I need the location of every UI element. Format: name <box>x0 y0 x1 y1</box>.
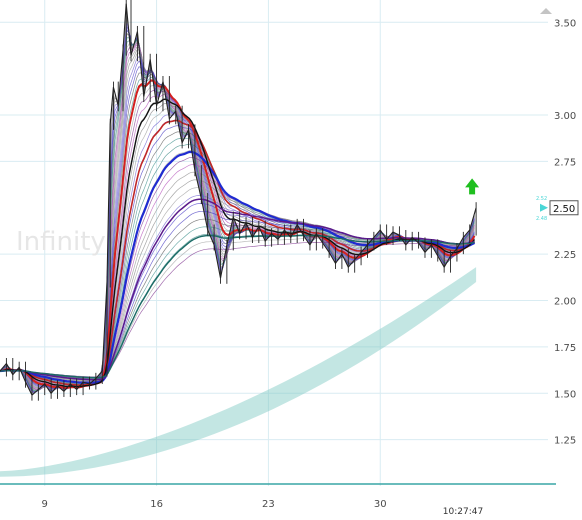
ribbon-line <box>0 150 475 384</box>
x-tick-label: 9 <box>42 499 48 510</box>
y-axis: 3.50 3.00 2.75 2.25 2.00 1.75 1.50 1.25 2.50 2.52… <box>536 8 579 447</box>
ribbon-line <box>0 179 475 382</box>
y-tick-label: 1.25 <box>554 436 576 447</box>
x-tick-label: 30 <box>374 499 387 510</box>
last-price-box <box>549 200 579 216</box>
ribbon-line <box>0 26 475 393</box>
ribbon-line <box>0 46 475 390</box>
ribbon-line <box>0 42 475 391</box>
price-series <box>0 0 477 401</box>
ribbon-line <box>0 20 475 394</box>
y-tick-label: 2.25 <box>554 250 576 261</box>
ribbon-line <box>0 238 475 378</box>
y-tick-label: 1.50 <box>554 389 576 400</box>
y-tick-label: 3.50 <box>554 18 576 29</box>
ribbon-line <box>0 164 475 383</box>
scale-handle-icon <box>540 8 552 14</box>
time-label: 10:27:47 <box>443 507 483 516</box>
teal-band <box>0 267 477 477</box>
teal-band-area <box>0 267 477 477</box>
y-tick-label: 2.75 <box>554 157 576 168</box>
ribbon-line <box>0 187 475 381</box>
y-tick-label: 1.75 <box>554 343 576 354</box>
overlays <box>0 178 556 485</box>
ribbon-highlight-line <box>0 198 475 381</box>
x-tick-label: 16 <box>150 499 163 510</box>
y-tick-label: 3.00 <box>554 111 576 122</box>
ribbon-highlight-line <box>0 150 476 384</box>
up-arrow-icon <box>465 178 480 195</box>
watermark: Infinity <box>16 227 106 257</box>
last-price-label: 2.50 <box>553 204 575 215</box>
grid: Infinity <box>0 0 548 486</box>
last-price-pointer-icon <box>540 203 548 212</box>
ribbon-line <box>0 28 475 393</box>
x-axis: 9 16 23 30 10:27:47 <box>42 499 484 517</box>
price-line <box>0 3 477 396</box>
ribbon-highlight-line <box>0 234 475 379</box>
x-tick-label: 23 <box>262 499 275 510</box>
ribbon-line <box>0 44 475 391</box>
y-tick-label: 2.00 <box>554 297 576 308</box>
ribbon-line <box>0 156 475 383</box>
ribbon-line <box>0 131 475 385</box>
ribbon-line <box>0 49 475 390</box>
marker-label-upper: 2.52 <box>536 196 547 202</box>
moving-average-ribbons <box>0 16 476 394</box>
ribbon-line <box>0 242 475 378</box>
ribbon-line <box>0 56 475 390</box>
marker-label-lower: 2.48 <box>536 216 547 222</box>
